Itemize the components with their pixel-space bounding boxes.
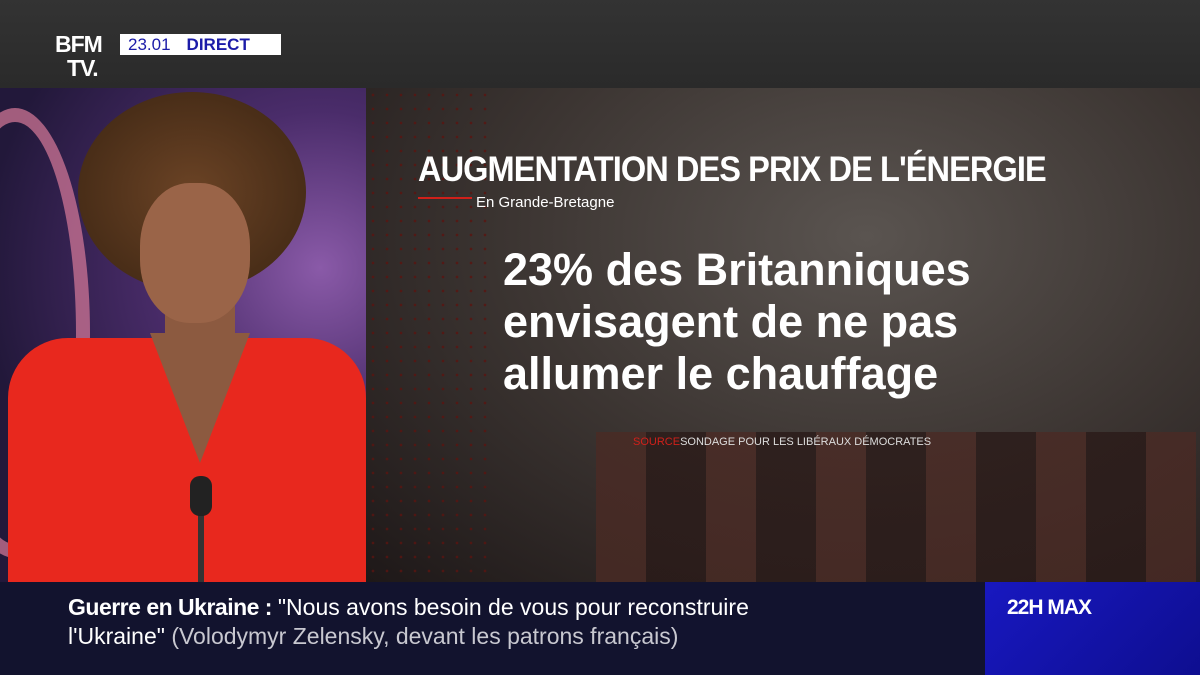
presenter-video bbox=[0, 88, 366, 582]
ticker-line2: l'Ukraine" (Volodymyr Zelensky, devant l… bbox=[68, 623, 678, 650]
headline: 23% des Britanniques envisagent de ne pa… bbox=[503, 244, 971, 400]
ticker-topic: Guerre en Ukraine bbox=[68, 594, 259, 620]
logo-line1: BFM bbox=[55, 31, 103, 57]
graphic-subtitle: En Grande-Bretagne bbox=[476, 194, 615, 211]
radiator-background bbox=[596, 432, 1196, 582]
headline-line: envisagent de ne pas bbox=[503, 296, 959, 347]
logo-line2: TV. bbox=[67, 55, 99, 81]
source-text: SONDAGE POUR LES LIBÉRAUX DÉMOCRATES bbox=[680, 436, 932, 448]
program-badge: 22H MAX bbox=[985, 582, 1200, 675]
headline-line: allumer le chauffage bbox=[503, 348, 939, 399]
ticker-line1: Guerre en Ukraine : "Nous avons besoin d… bbox=[68, 594, 749, 621]
microphone-icon bbox=[190, 476, 212, 516]
program-name: 22H MAX bbox=[1007, 596, 1092, 619]
microphone-stand bbox=[198, 513, 204, 582]
presenter-face bbox=[140, 183, 250, 323]
bfmtv-logo: BFM TV. bbox=[55, 31, 103, 81]
infographic-panel bbox=[366, 88, 1200, 582]
presenter-neckline bbox=[150, 333, 250, 463]
ticker-attribution: (Volodymyr Zelensky, devant les patrons … bbox=[171, 623, 679, 649]
live-badge: 23.01 DIRECT bbox=[120, 34, 281, 55]
ticker-quote: "Nous avons besoin de vous pour reconstr… bbox=[277, 594, 749, 620]
clock-time: 23.01 bbox=[128, 34, 171, 54]
source-credit: SOURCESONDAGE POUR LES LIBÉRAUX DÉMOCRAT… bbox=[633, 436, 931, 448]
headline-line: 23% des Britanniques bbox=[503, 244, 971, 295]
accent-line bbox=[418, 197, 472, 199]
dot-pattern bbox=[366, 88, 496, 582]
ticker-separator: : bbox=[258, 594, 278, 620]
live-label: DIRECT bbox=[186, 34, 250, 54]
source-label: SOURCE bbox=[633, 436, 681, 448]
ticker-quote-end: l'Ukraine" bbox=[68, 623, 165, 649]
graphic-title: AUGMENTATION DES PRIX DE L'ÉNERGIE bbox=[418, 150, 1047, 189]
